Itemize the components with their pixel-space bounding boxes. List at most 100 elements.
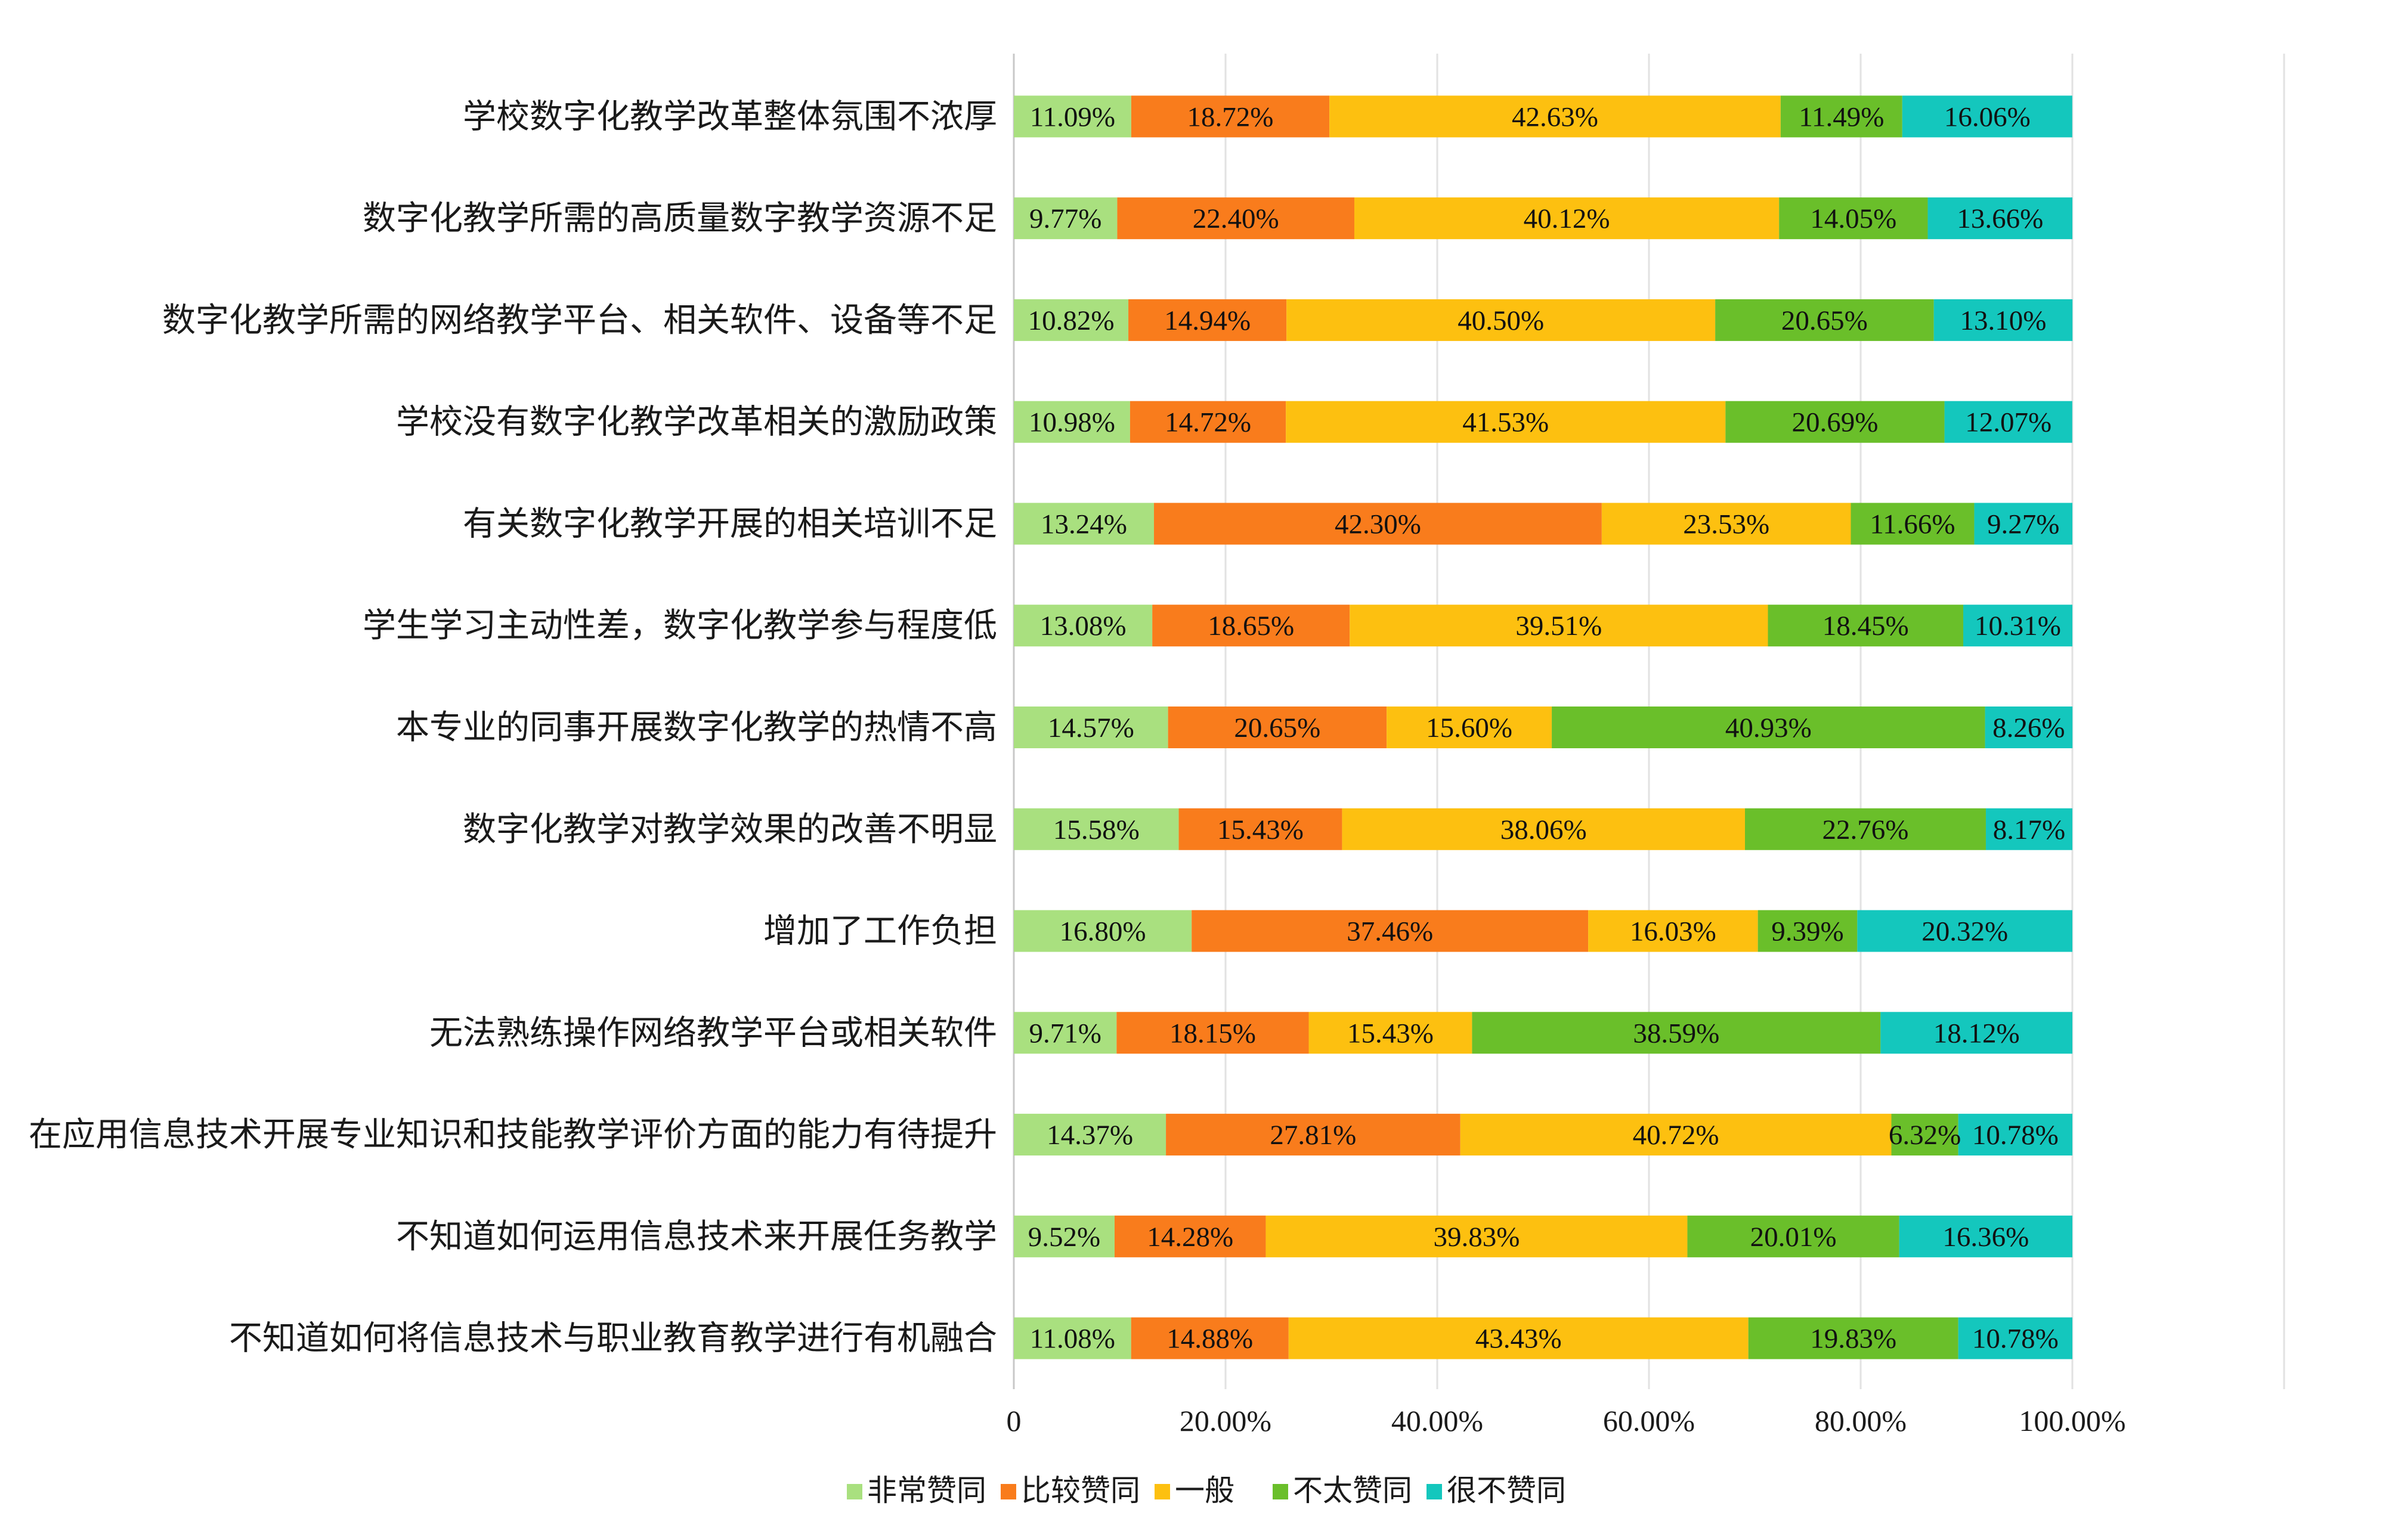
- bar-segment: [1014, 95, 1131, 138]
- data-label: 10.31%: [1975, 611, 2061, 642]
- bar-segment: [1154, 503, 1602, 545]
- data-label: 20.01%: [1750, 1222, 1837, 1253]
- data-label: 18.12%: [1933, 1018, 2020, 1049]
- bar-segment: [1130, 401, 1286, 443]
- bar-segment: [1687, 1215, 1899, 1257]
- data-label: 11.08%: [1030, 1324, 1115, 1355]
- x-tick-label: 60.00%: [1603, 1404, 1695, 1437]
- bar-segment: [1014, 707, 1168, 748]
- legend-label: 不太赞同: [1293, 1473, 1412, 1508]
- bar-segment: [1131, 95, 1330, 138]
- category-label: 学生学习主动性差，数字化教学参与程度低: [363, 606, 997, 645]
- bar-segment: [1779, 197, 1928, 240]
- data-label: 12.07%: [1965, 407, 2051, 438]
- data-label: 10.82%: [1028, 305, 1115, 336]
- data-label: 14.37%: [1047, 1120, 1133, 1151]
- data-label: 11.49%: [1799, 101, 1884, 132]
- data-label: 14.94%: [1164, 305, 1251, 336]
- data-label: 39.83%: [1433, 1222, 1520, 1253]
- legend-swatch: [1427, 1484, 1442, 1499]
- bar-segment: [1342, 808, 1745, 850]
- bar-segment: [1014, 808, 1179, 850]
- data-label: 14.28%: [1147, 1222, 1233, 1253]
- data-label: 40.72%: [1633, 1120, 1719, 1151]
- bar-segment: [1944, 401, 2072, 443]
- data-label: 9.27%: [1987, 509, 2059, 540]
- bar-segment: [1933, 299, 2073, 341]
- bar-segment: [1958, 1317, 2072, 1359]
- bar-segment: [1168, 707, 1387, 748]
- bar-segment: [1601, 503, 1851, 545]
- bar-segment: [1286, 401, 1726, 443]
- data-label: 39.51%: [1515, 611, 1602, 642]
- x-tick-label: 20.00%: [1180, 1404, 1271, 1437]
- data-label: 16.80%: [1060, 916, 1146, 947]
- bar-segment: [1014, 299, 1129, 341]
- bar-segment: [1166, 1114, 1460, 1156]
- bar-segment: [1851, 503, 1975, 545]
- data-label: 9.77%: [1029, 203, 1101, 234]
- bar-segment: [1902, 95, 2072, 138]
- bar-segment: [1014, 1215, 1115, 1257]
- data-label: 20.65%: [1781, 305, 1868, 336]
- legend-label: 比较赞同: [1021, 1473, 1140, 1508]
- bar-segment: [1116, 1012, 1309, 1054]
- bar-segment: [1891, 1114, 1958, 1156]
- bar-segment: [1963, 605, 2072, 647]
- data-label: 20.65%: [1234, 712, 1320, 743]
- bar-segment: [1552, 707, 1985, 748]
- data-label: 8.17%: [1993, 814, 2065, 845]
- data-label: 41.53%: [1462, 407, 1549, 438]
- x-axis-tick-labels: 0 20.00% 40.00% 60.00% 80.00% 100.00%: [1007, 1404, 2126, 1437]
- bar-segment: [1265, 1215, 1688, 1257]
- x-tick-label: 80.00%: [1815, 1404, 1907, 1437]
- data-label: 43.43%: [1475, 1324, 1562, 1355]
- legend-label: 一般: [1175, 1473, 1234, 1508]
- legend: 非常赞同 比较赞同 一般 不太赞同 很不赞同: [847, 1473, 1566, 1508]
- category-label: 学校没有数字化教学改革相关的激励政策: [396, 403, 997, 442]
- x-tick-label: 0: [1007, 1404, 1022, 1437]
- category-label: 不知道如何将信息技术与职业教育教学进行有机融合: [229, 1319, 997, 1358]
- data-label: 42.30%: [1335, 509, 1421, 540]
- data-label: 9.52%: [1028, 1222, 1100, 1253]
- data-label: 16.03%: [1630, 916, 1716, 947]
- data-label: 18.15%: [1169, 1018, 1256, 1049]
- bar-segment: [1958, 1114, 2072, 1156]
- x-tick-label: 100.00%: [2019, 1404, 2125, 1437]
- data-label: 40.12%: [1524, 203, 1610, 234]
- data-label: 8.26%: [1992, 712, 2065, 743]
- bar-segment: [1725, 401, 1945, 443]
- data-label: 16.36%: [1942, 1222, 2029, 1253]
- data-label: 37.46%: [1347, 916, 1433, 947]
- bar-segment: [1014, 605, 1153, 647]
- data-label: 16.06%: [1944, 101, 2031, 132]
- data-label: 18.45%: [1822, 611, 1909, 642]
- data-label: 13.66%: [1957, 203, 2043, 234]
- legend-label: 很不赞同: [1447, 1473, 1566, 1508]
- data-label: 9.71%: [1029, 1018, 1101, 1049]
- data-label: 11.66%: [1870, 509, 1955, 540]
- data-label: 19.83%: [1810, 1324, 1896, 1355]
- bar-segment: [1014, 910, 1192, 952]
- data-label: 22.76%: [1822, 814, 1909, 845]
- data-label: 14.05%: [1810, 203, 1896, 234]
- bar-segment: [1288, 1317, 1749, 1359]
- bar-segment: [1768, 605, 1963, 647]
- data-label: 9.39%: [1771, 916, 1843, 947]
- category-label: 有关数字化教学开展的相关培训不足: [463, 504, 997, 543]
- bar-segment: [1014, 1317, 1131, 1359]
- bar-segment: [1114, 1215, 1266, 1257]
- data-label: 15.58%: [1053, 814, 1140, 845]
- data-label: 27.81%: [1270, 1120, 1356, 1151]
- data-label: 40.93%: [1725, 712, 1812, 743]
- bar-segment: [1329, 95, 1781, 138]
- category-label: 不知道如何运用信息技术来开展任务教学: [396, 1217, 997, 1256]
- bar-segment: [1014, 1012, 1117, 1054]
- bar-segment: [1014, 197, 1118, 240]
- data-label: 40.50%: [1458, 305, 1544, 336]
- data-label: 15.43%: [1347, 1018, 1434, 1049]
- category-labels: 学校数字化教学改革整体氛围不浓厚数字化教学所需的高质量数字教学资源不足数字化教学…: [29, 97, 997, 1358]
- data-label: 13.24%: [1041, 509, 1127, 540]
- category-label: 无法熟练操作网络教学平台或相关软件: [429, 1014, 997, 1052]
